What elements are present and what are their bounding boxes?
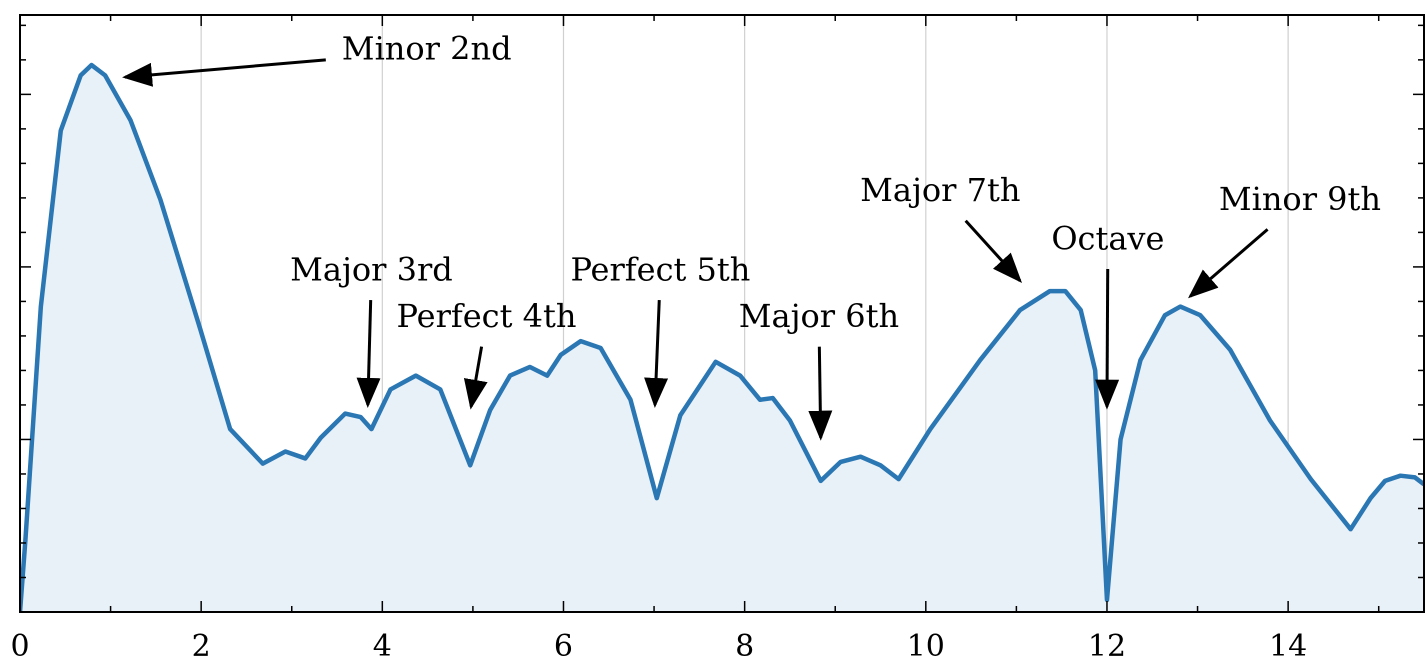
annotation-arrow <box>463 346 488 410</box>
annotation: Minor 9th <box>1219 180 1381 218</box>
series <box>20 62 1424 612</box>
line <box>20 62 1424 612</box>
x-tick-label: 2 <box>192 629 211 664</box>
x-tick-label: 8 <box>735 629 754 664</box>
x-tick-label: 14 <box>1269 629 1307 664</box>
x-tick-label: 0 <box>10 629 29 664</box>
annotation: Perfect 4th <box>397 297 577 335</box>
x-tick-label: 10 <box>907 629 945 664</box>
area-fill <box>20 65 1424 612</box>
annotation-arrow <box>1188 228 1269 299</box>
annotation: Minor 2nd <box>342 30 512 68</box>
annotation-arrow <box>356 300 381 408</box>
annotation: Major 3rd <box>290 251 453 289</box>
annotation: Major 6th <box>739 297 899 335</box>
annotation-arrow <box>122 58 326 87</box>
annotation: Octave <box>1051 220 1164 258</box>
annotation: Major 7th <box>860 171 1020 209</box>
annotation: Perfect 5th <box>570 251 750 289</box>
x-tick-label: 6 <box>554 629 573 664</box>
plot-frame <box>19 14 1425 613</box>
annotation-arrow <box>808 346 833 441</box>
annotation-arrow <box>644 300 669 408</box>
x-tick-label: 4 <box>373 629 392 664</box>
annotation-arrow <box>964 219 1023 283</box>
annotation-arrow <box>1095 269 1120 410</box>
x-tick-label: 12 <box>1088 629 1126 664</box>
